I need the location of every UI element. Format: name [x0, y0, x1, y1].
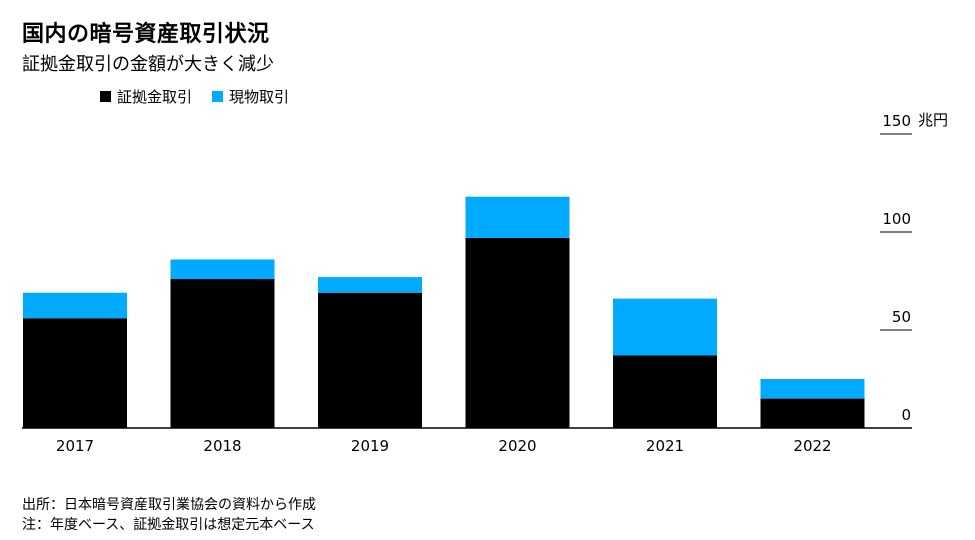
chart-title: 国内の暗号資産取引状況: [22, 22, 270, 47]
footnote-note: 注：年度ベース、証拠金取引は想定元本ベース: [22, 517, 315, 533]
bar-margin-2018: [170, 279, 275, 428]
legend-label-spot: 現物取引: [229, 88, 290, 106]
bar-spot-2022: [760, 379, 865, 399]
bar-spot-2017: [23, 292, 127, 319]
y-axis-unit: 兆円: [918, 111, 949, 129]
bar-margin-2017: [23, 318, 127, 428]
x-tick-label: 2017: [56, 437, 94, 455]
x-tick-label: 2019: [351, 437, 389, 455]
legend-swatch-margin: [100, 91, 111, 102]
legend-item-spot: 現物取引: [212, 86, 289, 107]
y-tick-label: 100: [882, 210, 911, 228]
chart-subtitle: 証拠金取引の金額が大きく減少: [22, 54, 274, 75]
legend-swatch-spot: [212, 91, 224, 102]
x-tick-label: 2022: [793, 437, 831, 455]
y-tick-label: 50: [892, 308, 911, 326]
y-tick-label: 150: [882, 112, 911, 130]
x-tick-label: 2021: [646, 437, 684, 455]
bar-spot-2018: [170, 259, 275, 280]
legend-label-margin: 証拠金取引: [117, 88, 193, 106]
bar-margin-2020: [465, 237, 570, 428]
x-tick-label: 2020: [498, 437, 536, 455]
legend: 証拠金取引 現物取引: [100, 86, 289, 107]
x-tick-label: 2018: [203, 437, 241, 455]
y-tick-label: 0: [901, 406, 911, 424]
bar-spot-2021: [613, 298, 717, 356]
bar-spot-2019: [318, 277, 422, 293]
footnote-source: 出所：日本暗号資産取引業協会の資料から作成: [22, 497, 316, 513]
legend-item-margin: 証拠金取引: [100, 86, 192, 107]
bar-spot-2020: [465, 196, 570, 238]
bar-margin-2021: [613, 355, 717, 428]
bar-margin-2019: [318, 292, 422, 428]
bar-margin-2022: [760, 398, 865, 428]
